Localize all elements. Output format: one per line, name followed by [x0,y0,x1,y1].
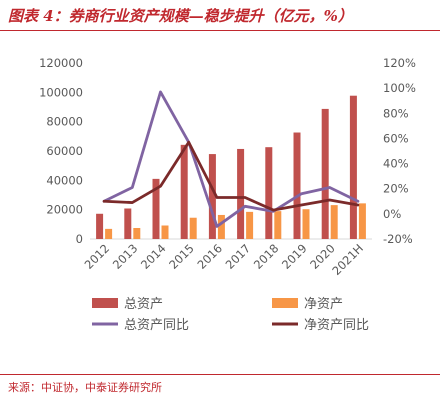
x-tick-label: 2014 [138,241,169,272]
x-tick-label: 2013 [110,241,141,272]
chart: 0 20000 40000 60000 80000 100000 120000 -20% 0%… [39,56,416,333]
net-assets-bar [217,214,225,239]
legend-label: 总资产 [124,297,163,312]
total-assets-bar [237,148,245,239]
x-tick-label: 2016 [194,241,225,272]
x-tick-label: 2021H [329,241,366,278]
net-assets-bar [133,228,141,239]
y-left-tick-label: 60000 [46,144,83,158]
total-assets-bar [124,208,132,239]
y-left-tick-label: 40000 [46,173,83,187]
total-assets-bar [321,108,329,239]
x-tick-label: 2019 [279,241,310,272]
y-right-tick-label: 80% [383,106,409,120]
net-assets-bar [161,225,169,239]
legend-swatch [92,298,118,308]
net-assets-bar [105,228,113,239]
source-rule [0,374,440,375]
source-note: 来源：中证协，中泰证券研究所 [8,381,162,394]
bar-layer [96,95,366,239]
y-axis-left: 0 20000 40000 60000 80000 100000 120000 [39,56,83,246]
figure-title: 图表 4：券商行业资产规模—稳步提升（亿元，%） [8,7,353,25]
net-assets-bar [358,203,366,239]
y-right-tick-label: 100% [383,81,416,95]
legend-label: 总资产同比 [124,318,189,333]
y-right-tick-label: 20% [383,182,409,196]
net-assets-bar [189,217,197,239]
title-rule [0,30,440,31]
net-assets-yoy-line [102,140,360,212]
legend-swatch [272,298,298,308]
y-left-tick-label: 20000 [46,203,83,217]
total-assets-bar [96,213,104,239]
net-assets-bar [246,211,254,239]
y-right-tick-label: 0% [383,207,401,221]
y-right-tick-label: 40% [383,157,409,171]
total-assets-yoy-line [102,90,360,228]
net-assets-bar [302,209,310,239]
x-tick-label: 2017 [223,241,254,272]
y-left-tick-label: 120000 [39,56,83,70]
y-right-tick-label: 60% [383,131,409,145]
total-assets-bar [180,144,188,239]
x-tick-label: 2012 [82,241,113,272]
y-axis-right: -20% 0% 20% 40% 60% 80% 100% 120% [383,56,416,246]
total-assets-bar [265,147,273,239]
y-left-tick-label: 100000 [39,85,83,99]
x-tick-label: 2015 [166,241,197,272]
total-assets-bar [293,132,301,239]
y-right-tick-label: -20% [383,232,413,246]
legend-label: 净资产 [304,297,343,312]
x-axis: 2012201320142015201620172018201920202021… [82,241,366,278]
line-layer [102,90,360,228]
total-assets-bar [349,95,357,239]
net-assets-bar [330,205,338,239]
y-left-tick-label: 0 [76,232,83,246]
x-tick-label: 2018 [251,241,282,272]
total-assets-bar [208,154,216,239]
net-assets-bar [274,211,282,239]
total-assets-bar [152,178,160,239]
y-right-tick-label: 120% [383,56,416,70]
y-left-tick-label: 80000 [46,115,83,129]
legend-label: 净资产同比 [304,318,369,333]
